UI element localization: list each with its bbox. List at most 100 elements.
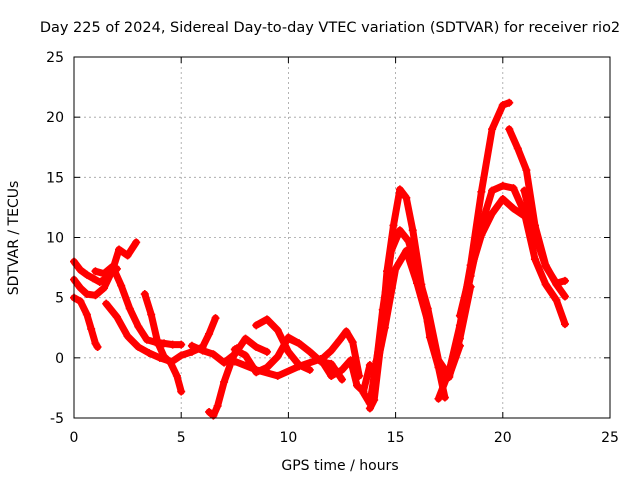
- x-tick-label: 15: [387, 430, 405, 446]
- data-point: [316, 356, 325, 365]
- data-point: [560, 320, 569, 329]
- data-point: [82, 270, 91, 279]
- data-point: [370, 395, 379, 404]
- x-axis-label: GPS time / hours: [281, 458, 398, 474]
- data-point: [498, 194, 507, 203]
- series-track-n: [316, 327, 364, 380]
- x-tick-label: 5: [177, 430, 186, 446]
- data-point: [423, 317, 432, 326]
- data-point: [284, 334, 293, 343]
- data-point: [140, 290, 149, 299]
- data-point: [166, 358, 175, 367]
- data-point: [380, 323, 389, 332]
- data-point: [262, 347, 271, 356]
- data-point: [342, 327, 351, 336]
- data-point: [117, 281, 126, 290]
- data-point: [115, 245, 124, 254]
- data-point: [560, 292, 569, 301]
- y-tick-label: 5: [55, 291, 64, 307]
- series-trace: [327, 356, 374, 395]
- data-point: [338, 365, 346, 374]
- data-point: [134, 343, 143, 352]
- data-point: [160, 352, 169, 361]
- data-point: [262, 315, 271, 324]
- data-point: [153, 338, 162, 347]
- data-point: [395, 226, 404, 235]
- data-point: [552, 296, 561, 305]
- data-point: [295, 339, 304, 348]
- data-point: [82, 290, 91, 299]
- series-trace: [317, 327, 363, 380]
- data-point: [112, 312, 121, 321]
- data-point: [560, 276, 569, 285]
- data-point: [91, 267, 100, 276]
- data-point: [335, 335, 344, 344]
- x-tick-label: 25: [601, 430, 619, 446]
- series-track-q: [365, 185, 449, 413]
- data-point: [389, 221, 398, 230]
- data-point: [466, 267, 475, 276]
- data-point: [252, 365, 261, 374]
- data-point: [488, 209, 497, 218]
- data-point: [187, 341, 196, 350]
- data-point: [198, 346, 207, 355]
- data-point: [177, 387, 186, 396]
- data-point: [434, 359, 443, 368]
- series-track-i: [187, 334, 271, 367]
- data-point: [505, 125, 514, 134]
- data-point: [252, 321, 261, 330]
- series-track-v: [455, 194, 529, 320]
- data-point: [209, 350, 218, 359]
- data-point: [89, 274, 98, 283]
- data-point: [402, 193, 411, 202]
- data-point: [142, 335, 151, 344]
- data-point: [305, 347, 314, 356]
- data-point: [348, 338, 357, 347]
- data-point: [273, 326, 282, 335]
- data-point: [102, 299, 111, 308]
- data-point: [408, 226, 417, 235]
- data-point: [327, 346, 336, 355]
- data-point: [455, 311, 464, 320]
- data-point: [541, 262, 550, 271]
- data-point: [76, 265, 85, 274]
- data-point: [82, 310, 91, 319]
- data-point: [413, 279, 422, 288]
- data-point: [230, 357, 239, 366]
- data-point: [273, 352, 282, 361]
- data-point: [220, 377, 229, 386]
- data-series: [70, 98, 569, 420]
- series-track-g: [166, 314, 220, 367]
- data-point: [100, 284, 109, 293]
- data-point: [252, 343, 261, 352]
- data-point: [230, 345, 239, 354]
- data-point: [530, 255, 539, 264]
- data-point: [338, 375, 346, 384]
- y-tick-label: 10: [46, 231, 64, 247]
- data-point: [387, 246, 396, 255]
- y-tick-label: 20: [46, 110, 64, 126]
- data-point: [273, 371, 282, 380]
- data-point: [147, 310, 156, 319]
- data-point: [172, 371, 181, 380]
- data-point: [488, 186, 497, 195]
- data-point: [211, 314, 220, 323]
- data-point: [552, 279, 561, 288]
- data-point: [509, 184, 518, 193]
- data-point: [241, 334, 250, 343]
- x-tick-label: 0: [70, 430, 79, 446]
- y-tick-label: 15: [46, 170, 64, 186]
- data-point: [395, 185, 404, 194]
- data-point: [125, 304, 134, 313]
- data-point: [541, 280, 550, 289]
- series-trace: [70, 294, 102, 351]
- data-point: [213, 401, 222, 410]
- data-point: [87, 324, 96, 333]
- plot-frame: [73, 56, 611, 419]
- data-point: [205, 329, 214, 338]
- data-point: [284, 347, 293, 356]
- data-point: [177, 351, 186, 360]
- data-point: [295, 362, 304, 371]
- series-track-c: [70, 293, 102, 352]
